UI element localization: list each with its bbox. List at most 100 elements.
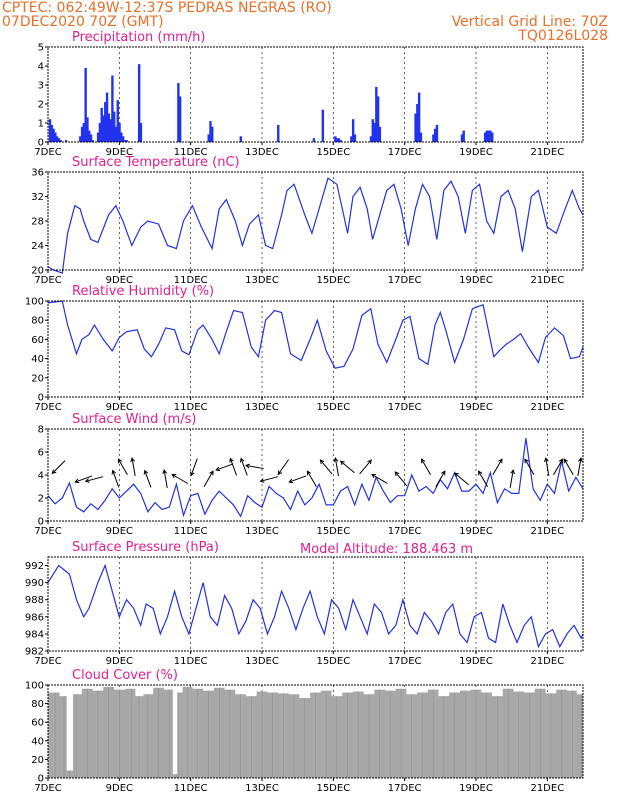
y-tick-label: 100 xyxy=(25,297,44,308)
precip-bar xyxy=(104,102,107,142)
x-tick-label: 19DEC xyxy=(459,402,493,413)
panel-title: Surface Temperature (nC) xyxy=(72,155,240,170)
wind-arrow-shaft xyxy=(320,459,333,475)
x-tick-label: 9DEC xyxy=(106,147,133,158)
wind-arrow-shaft xyxy=(245,464,264,470)
panel-title: Surface Pressure (hPa) xyxy=(72,540,219,555)
precip-bar xyxy=(139,123,143,142)
wind-arrow xyxy=(277,459,289,476)
precip-bar xyxy=(89,134,93,142)
wind-arrow-head xyxy=(478,470,483,476)
precip-bar xyxy=(321,109,325,142)
wind-arrow-shaft xyxy=(478,470,489,488)
precip-bar xyxy=(211,126,214,142)
wind-arrow-head xyxy=(117,458,123,464)
precip-bar xyxy=(107,113,111,142)
wind-arrow-shaft xyxy=(435,470,446,488)
series-line xyxy=(47,563,584,649)
panel-1: Surface Temperature (nC) 20 24 28 32 36 7DEC 9D… xyxy=(31,155,584,286)
precip-bar xyxy=(59,140,62,142)
header-date: 07DEC2020 70Z (GMT) xyxy=(2,14,164,30)
precip-bar xyxy=(376,96,380,142)
x-tick-label: 13DEC xyxy=(245,783,279,794)
x-tick-label: 21DEC xyxy=(530,402,564,413)
series-line xyxy=(47,438,584,518)
precip-bar xyxy=(118,123,121,142)
x-tick-label: 7DEC xyxy=(34,783,61,794)
y-tick-label: 0 xyxy=(38,393,44,404)
wind-arrow-shaft xyxy=(394,471,408,487)
wind-arrow-head xyxy=(441,470,446,476)
y-tick-label: 60 xyxy=(31,718,44,729)
x-tick-label: 19DEC xyxy=(459,783,493,794)
wind-arrow-head xyxy=(558,458,564,464)
wind-arrow-head xyxy=(130,457,135,463)
wind-arrow-shaft xyxy=(454,472,469,486)
precip-bar xyxy=(98,123,102,142)
x-tick-label: 17DEC xyxy=(388,783,422,794)
precip-bar xyxy=(312,138,316,142)
wind-arrow xyxy=(319,459,333,475)
wind-arrow xyxy=(421,458,431,476)
precip-bar xyxy=(239,136,242,142)
wind-arrow-shaft xyxy=(112,470,120,488)
y-tick-label: 20 xyxy=(31,373,44,384)
y-tick-label: 982 xyxy=(25,647,44,658)
panel-frame xyxy=(47,684,584,779)
y-tick-label: 40 xyxy=(31,354,44,365)
header-grid-line: Vertical Grid Line: 70Z xyxy=(452,14,608,30)
wind-arrow-shaft xyxy=(421,458,431,476)
x-tick-label: 15DEC xyxy=(316,147,350,158)
wind-arrow-head xyxy=(111,469,117,475)
wind-arrow-head xyxy=(229,457,234,463)
wind-arrow xyxy=(259,476,278,483)
y-tick-label: 32 xyxy=(31,192,44,203)
y-tick-label: 36 xyxy=(31,168,44,179)
x-tick-label: 17DEC xyxy=(388,275,422,286)
x-tick-label: 11DEC xyxy=(174,402,208,413)
wind-arrow xyxy=(394,471,408,487)
precip-bar xyxy=(178,96,182,142)
wind-arrow xyxy=(306,470,317,488)
wind-arrow-head xyxy=(333,457,339,463)
panel-frame xyxy=(47,556,584,652)
wind-arrow-shaft xyxy=(190,458,198,476)
panel-5: Cloud Cover (%) 0 20 40 60 80 100 7DEC 9DEC 11DEC… xyxy=(25,668,584,794)
wind-arrow-shaft xyxy=(85,476,104,482)
wind-arrow-head xyxy=(162,469,168,475)
panel-2: Relative Humidity (%) 0 20 40 60 80 100 7DEC 9DE… xyxy=(25,284,584,413)
precip-bar xyxy=(84,67,87,142)
precip-bar xyxy=(351,119,355,142)
x-tick-label: 13DEC xyxy=(245,275,279,286)
y-tick-label: 990 xyxy=(25,578,44,589)
wind-arrow xyxy=(244,463,264,470)
wind-arrow-head xyxy=(394,471,400,477)
x-tick-label: 19DEC xyxy=(459,656,493,667)
wind-arrow-shaft xyxy=(545,458,550,476)
y-tick-label: 986 xyxy=(25,612,44,623)
wind-arrow-shaft xyxy=(163,470,168,488)
precip-bar xyxy=(485,130,489,142)
y-tick-label: 20 xyxy=(31,755,44,766)
precip-bar xyxy=(416,104,419,142)
wind-arrow-head xyxy=(498,458,503,464)
wind-arrow-shaft xyxy=(240,458,248,476)
y-tick-label: 4 xyxy=(38,62,44,73)
wind-arrow-head xyxy=(74,478,80,484)
wind-arrow xyxy=(333,457,339,476)
wind-arrow-shaft xyxy=(260,476,278,482)
panel-frame xyxy=(47,46,584,143)
x-tick-label: 17DEC xyxy=(388,526,422,537)
panel-title: Relative Humidity (%) xyxy=(72,284,214,299)
panels: Precipitation (mm/h) 0 1 2 3 4 5 7DEC 9DEC 11DEC 1… xyxy=(25,30,584,794)
wind-arrow-shaft xyxy=(553,458,563,476)
precip-bar xyxy=(334,136,337,142)
wind-arrow xyxy=(478,470,489,488)
wind-arrow-head xyxy=(51,469,57,475)
wind-arrow-head xyxy=(510,469,515,475)
y-tick-label: 1 xyxy=(38,119,44,130)
y-tick-label: 6 xyxy=(38,448,44,459)
wind-arrow-head xyxy=(190,471,195,477)
wind-arrow-shaft xyxy=(577,458,582,476)
header-location: CPTEC: 062:49W-12:37S PEDRAS NEGRAS (RO) xyxy=(2,0,332,16)
